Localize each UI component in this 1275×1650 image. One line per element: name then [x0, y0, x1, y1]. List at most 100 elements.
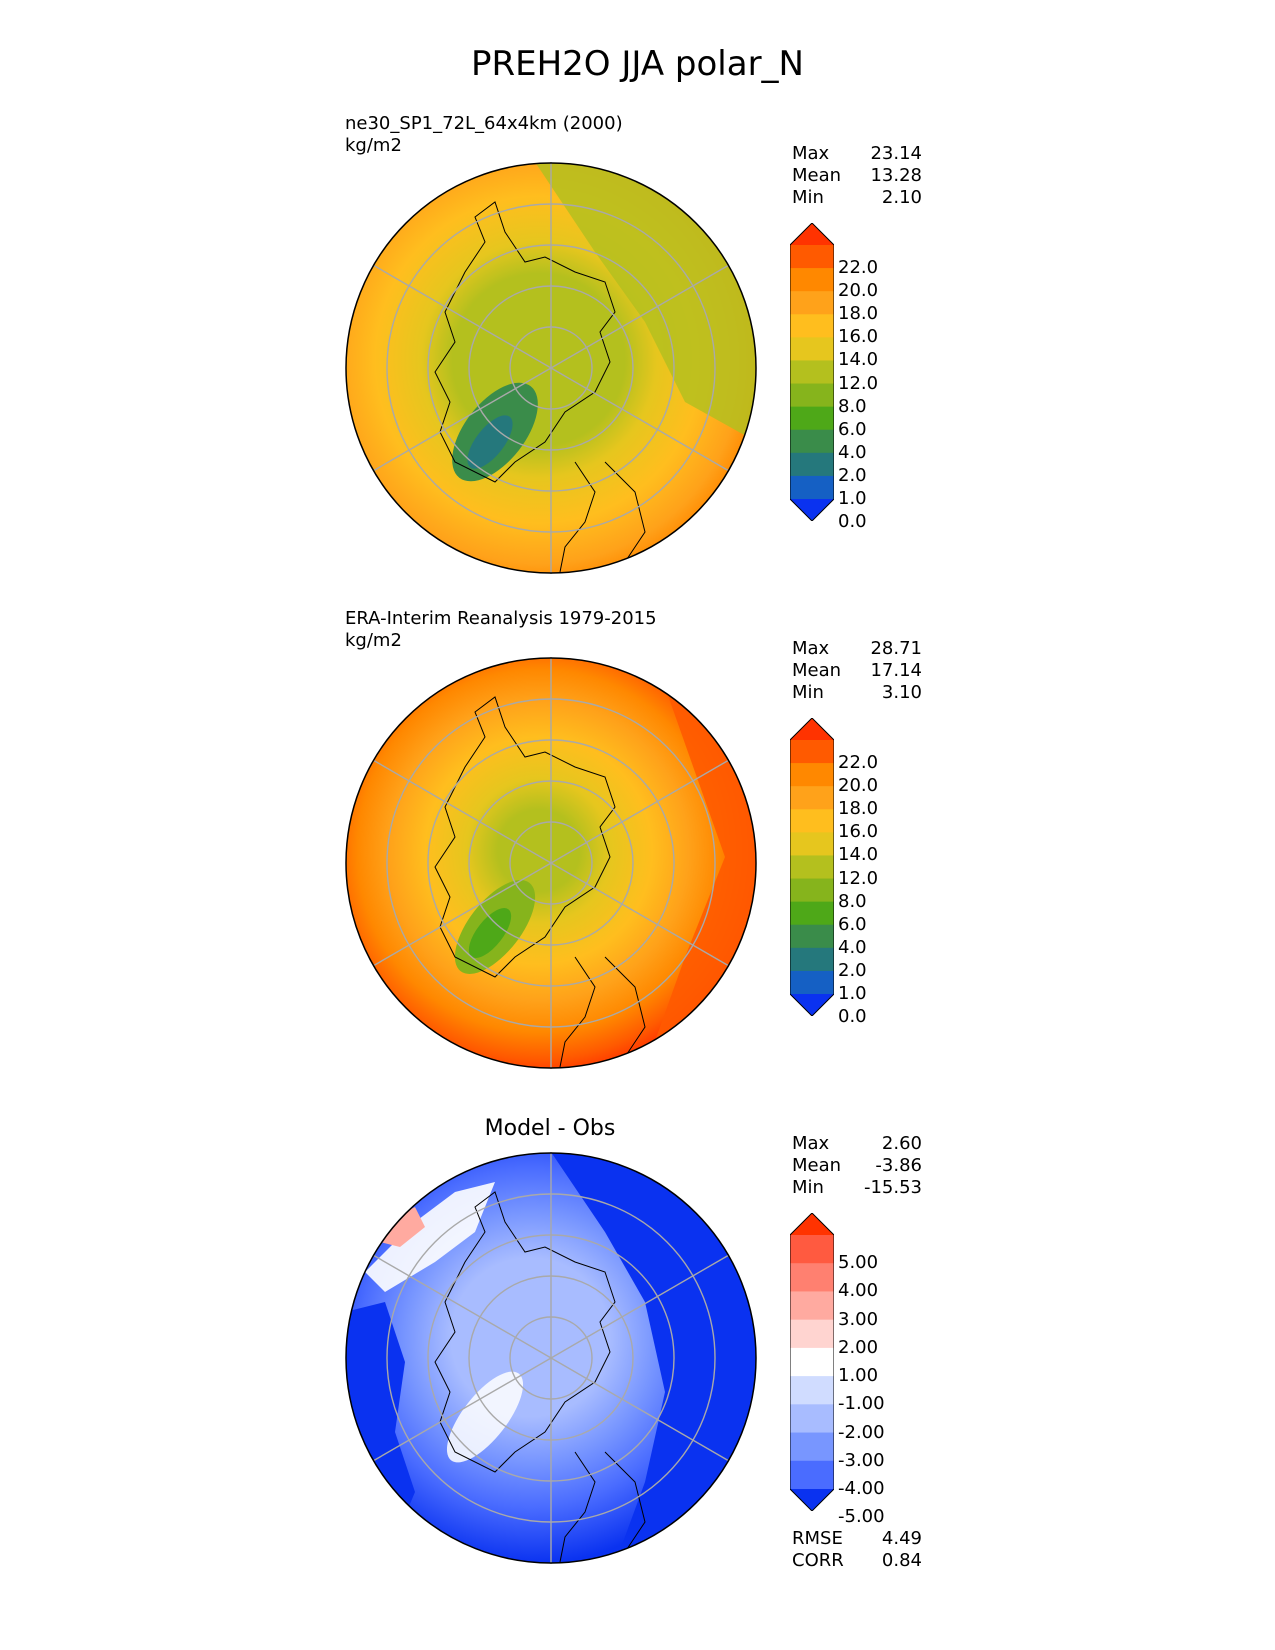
colorbar-segment	[790, 1460, 834, 1490]
colorbar-segment	[790, 452, 834, 477]
colorbar-model	[790, 223, 834, 521]
colorbar-tick-label: -2.00	[838, 1421, 885, 1443]
colorbar-tick-label: 14.0	[838, 349, 879, 371]
map-model-green-region	[535, 163, 756, 442]
colorbar-segment	[790, 1376, 834, 1405]
metric-value: 0.84	[881, 1550, 922, 1571]
map-diff-strong-east	[551, 1153, 756, 1563]
stat-label: Max	[792, 638, 830, 659]
colorbar-tick-label: 20.0	[838, 280, 879, 302]
colorbar-tick-label: 20.0	[838, 775, 879, 797]
colorbar-segment	[790, 901, 834, 926]
colorbar-tick-label: 6.0	[838, 418, 867, 440]
colorbar-segment	[790, 832, 834, 856]
colorbar-segment	[790, 1235, 834, 1264]
stat-row: Mean -3.86	[792, 1155, 922, 1177]
stat-value: -3.86	[875, 1155, 922, 1176]
colorbar-segment	[790, 337, 834, 361]
colorbar-diff	[790, 1213, 834, 1511]
colorbar-tick-label: 0.0	[838, 511, 867, 533]
colorbar-segment	[790, 268, 834, 292]
colorbar-segment	[790, 291, 834, 315]
map-diff-positive	[380, 1207, 425, 1247]
stat-row: Max 2.60	[792, 1133, 922, 1155]
map-model-border	[345, 162, 757, 574]
map-obs-border	[345, 657, 757, 1069]
colorbar-diff-labels: 5.00 4.00 3.00 2.00 1.00 -1.00 -2.00 -3.00 -4.00…	[838, 1213, 918, 1527]
stat-label: Min	[792, 682, 824, 703]
stat-label: Mean	[792, 165, 842, 186]
figure-title: PREH2O JJA polar_N	[471, 44, 804, 84]
map-model-greenland-core	[467, 415, 513, 469]
colorbar-tick-label: 14.0	[838, 844, 879, 866]
colorbar-tick-label: 1.00	[838, 1365, 879, 1387]
colorbar-tick-label: 4.0	[838, 936, 867, 958]
colorbar-tick-label: 5.00	[838, 1252, 879, 1274]
colorbar-segment	[790, 786, 834, 810]
stat-value: 2.10	[881, 187, 922, 208]
stat-value: -15.53	[863, 1177, 922, 1198]
metric-row: RMSE 4.49	[792, 1528, 922, 1550]
colorbar-segment	[790, 1404, 834, 1434]
colorbar-tick-label: -5.00	[838, 1506, 885, 1528]
colorbar-segment	[790, 1347, 834, 1377]
colorbar-tick-label: -1.00	[838, 1393, 885, 1415]
colorbar-extend-top	[790, 223, 834, 245]
stat-label: Mean	[792, 660, 842, 681]
colorbar-extend-bottom	[790, 499, 834, 521]
map-model-coastline	[434, 201, 616, 483]
colorbar-tick-label: 22.0	[838, 257, 879, 279]
colorbar-segment	[790, 429, 834, 454]
colorbar-segment	[790, 1291, 834, 1321]
stats-model: Max 23.14 Mean 13.28 Min 2.10	[792, 143, 922, 209]
colorbar-obs-labels: 22.0 20.0 18.0 16.0 14.0 12.0 8.0 6.0 4.0 2.0 1.0 0…	[838, 718, 918, 1027]
stat-row: Max 23.14	[792, 143, 922, 165]
colorbar-tick-label: 1.0	[838, 983, 867, 1004]
colorbar-tick-label: 8.0	[838, 890, 867, 912]
stat-row: Mean 13.28	[792, 165, 922, 187]
stat-label: Min	[792, 1177, 824, 1198]
stat-value: 28.71	[870, 638, 922, 659]
colorbar-segment	[790, 947, 834, 972]
map-model-graticule	[372, 162, 730, 574]
map-obs-coastline-2	[559, 956, 646, 1068]
stat-value: 13.28	[870, 165, 922, 186]
colorbar-extend-top	[790, 1213, 834, 1235]
colorbar-segment	[790, 360, 834, 385]
colorbar-segment	[790, 406, 834, 431]
panel-diff-title: Model - Obs	[484, 1116, 616, 1141]
colorbar-segment	[790, 245, 834, 269]
map-obs-graticule	[372, 657, 730, 1069]
stat-row: Min 2.10	[792, 187, 922, 209]
stat-label: Min	[792, 187, 824, 208]
colorbar-tick-label: 12.0	[838, 867, 879, 889]
panel-obs-case: ERA-Interim Reanalysis 1979-2015	[345, 608, 657, 629]
metric-row: CORR 0.84	[792, 1550, 922, 1572]
map-obs-coastline	[434, 696, 616, 978]
map-diff-graticule	[372, 1152, 730, 1564]
map-diff-coastline	[434, 1191, 616, 1473]
stat-label: Max	[792, 143, 830, 164]
map-diff	[345, 1152, 757, 1564]
colorbar-tick-label: 4.0	[838, 441, 867, 463]
colorbar-tick-label: -4.00	[838, 1478, 885, 1499]
stat-value: 3.10	[881, 682, 922, 703]
stats-obs: Max 28.71 Mean 17.14 Min 3.10	[792, 638, 922, 704]
stat-value: 2.60	[881, 1133, 922, 1154]
colorbar-tick-label: 18.0	[838, 798, 879, 820]
colorbar-tick-label: 1.0	[838, 488, 867, 509]
panel-model-units: kg/m2	[345, 135, 402, 156]
colorbar-tick-label: 2.0	[838, 959, 867, 981]
colorbar-segment	[790, 1263, 834, 1292]
colorbar-obs	[790, 718, 834, 1016]
panel-model: ne30_SP1_72L_64x4km (2000) kg/m2	[0, 110, 1275, 580]
colorbar-tick-label: 12.0	[838, 372, 879, 394]
map-diff-coastline-2	[559, 1451, 646, 1563]
colorbar-tick-label: 16.0	[838, 821, 879, 843]
panel-diff: Model - Obs	[0, 1100, 1275, 1572]
metric-label: RMSE	[792, 1528, 843, 1549]
panel-model-case: ne30_SP1_72L_64x4km (2000)	[345, 113, 623, 134]
stat-value: 17.14	[870, 660, 922, 681]
metric-label: CORR	[792, 1550, 844, 1571]
colorbar-segment	[790, 855, 834, 880]
